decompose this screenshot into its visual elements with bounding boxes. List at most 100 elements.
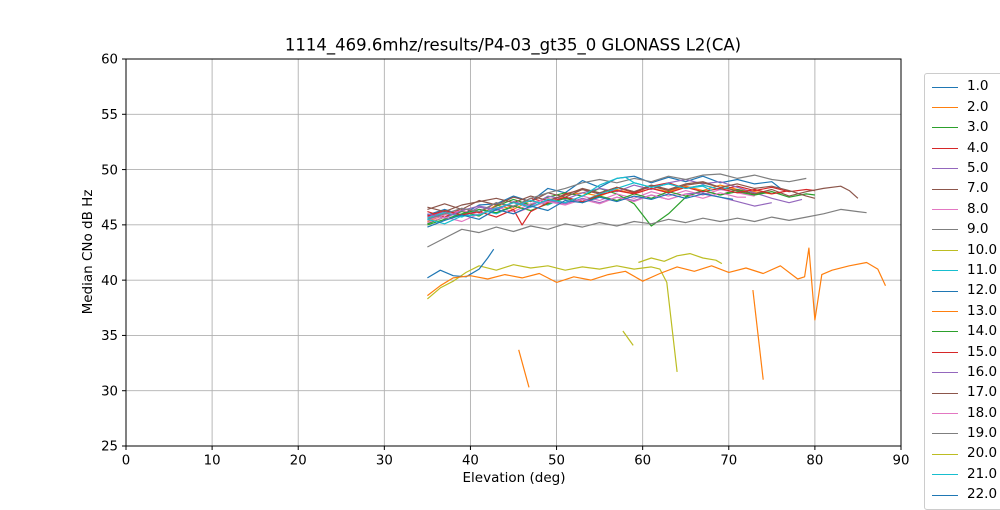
legend-label: 13.0 — [967, 302, 998, 319]
series-line-7.0 — [427, 181, 859, 210]
legend-label: 18.0 — [967, 404, 998, 421]
y-tick-label: 60 — [101, 53, 118, 68]
legend-line-sample — [932, 412, 958, 414]
legend-item-19.0: 19.0 — [932, 424, 1000, 444]
legend-item-21.0: 21.0 — [932, 464, 1000, 484]
legend-label: 20.0 — [967, 445, 998, 462]
legend-label: 16.0 — [967, 363, 998, 380]
legend: 1.0 2.0 3.0 4.0 5.0 7.0 8.0 9.0 10.0 11.0 12.0 13.0… — [924, 73, 1000, 510]
legend-label: 2.0 — [967, 98, 989, 115]
y-tick-label: 50 — [101, 163, 118, 178]
chart-title: 1114_469.6mhz/results/P4-03_gt35_0 GLONA… — [284, 35, 742, 55]
legend-item-15.0: 15.0 — [932, 342, 1000, 362]
legend-item-3.0: 3.0 — [932, 118, 1000, 138]
axes-spines — [125, 58, 902, 447]
y-axis-label: Median CNo dB Hz — [80, 189, 96, 315]
legend-item-1.0: 1.0 — [932, 77, 1000, 97]
series-line-19.0 — [427, 173, 807, 220]
legend-label: 12.0 — [967, 282, 998, 299]
legend-item-4.0: 4.0 — [932, 138, 1000, 158]
legend-line-sample — [932, 270, 958, 272]
legend-item-7.0: 7.0 — [932, 179, 1000, 199]
legend-item-16.0: 16.0 — [932, 362, 1000, 382]
x-tick-label: 80 — [806, 454, 823, 469]
x-tick-label: 30 — [376, 454, 393, 469]
legend-label: 22.0 — [967, 486, 998, 503]
y-tick-label: 45 — [101, 219, 118, 234]
legend-label: 17.0 — [967, 384, 998, 401]
legend-item-22.0: 22.0 — [932, 485, 1000, 505]
legend-line-sample — [932, 453, 958, 455]
legend-item-17.0: 17.0 — [932, 383, 1000, 403]
legend-label: 9.0 — [967, 221, 989, 238]
series-line-22.0 — [427, 193, 734, 228]
x-tick-label: 50 — [548, 454, 565, 469]
series-line-12.0 — [427, 248, 495, 279]
legend-line-sample — [932, 310, 958, 312]
legend-line-sample — [932, 290, 958, 292]
legend-label: 7.0 — [967, 180, 989, 197]
legend-line-sample — [932, 474, 958, 476]
x-tick-label: 90 — [893, 454, 910, 469]
x-tick-label: 20 — [290, 454, 307, 469]
x-tick-label: 10 — [204, 454, 221, 469]
legend-line-sample — [932, 392, 958, 394]
legend-label: 3.0 — [967, 119, 989, 136]
series-line-17.0 — [427, 182, 816, 213]
legend-label: 19.0 — [967, 425, 998, 442]
legend-item-12.0: 12.0 — [932, 281, 1000, 301]
legend-line-sample — [932, 494, 958, 496]
legend-line-sample — [932, 86, 958, 88]
legend-line-sample — [932, 331, 958, 333]
series-line-15.0 — [427, 186, 790, 226]
legend-item-13.0: 13.0 — [932, 301, 1000, 321]
series-line-2.0 — [752, 290, 764, 380]
legend-line-sample — [932, 249, 958, 251]
legend-line-sample — [932, 188, 958, 190]
y-tick-label: 40 — [101, 274, 118, 289]
legend-item-14.0: 14.0 — [932, 322, 1000, 342]
y-tick-label: 35 — [101, 329, 118, 344]
legend-label: 10.0 — [967, 241, 998, 258]
y-tick-label: 30 — [101, 384, 118, 399]
legend-line-sample — [932, 372, 958, 374]
series-line-13.0 — [427, 247, 887, 321]
legend-line-sample — [932, 433, 958, 435]
legend-line-sample — [932, 209, 958, 211]
legend-label: 8.0 — [967, 200, 989, 217]
series-line-10.0 — [427, 264, 678, 372]
legend-item-18.0: 18.0 — [932, 403, 1000, 423]
x-axis-label: Elevation (deg) — [462, 470, 566, 486]
legend-label: 4.0 — [967, 139, 989, 156]
series-line-20.0 — [622, 330, 634, 346]
x-tick-label: 60 — [634, 454, 651, 469]
x-tick-label: 40 — [462, 454, 479, 469]
legend-item-5.0: 5.0 — [932, 159, 1000, 179]
legend-item-2.0: 2.0 — [932, 97, 1000, 117]
series-line-20.0 — [638, 253, 723, 265]
y-tick-label: 55 — [101, 108, 118, 123]
legend-label: 11.0 — [967, 261, 998, 278]
legend-line-sample — [932, 127, 958, 129]
series-line-1.0 — [427, 175, 781, 216]
legend-label: 1.0 — [967, 78, 989, 95]
legend-item-20.0: 20.0 — [932, 444, 1000, 464]
series-line-2.0 — [518, 349, 530, 388]
x-tick-label: 70 — [720, 454, 737, 469]
legend-line-sample — [932, 168, 958, 170]
legend-item-10.0: 10.0 — [932, 240, 1000, 260]
legend-line-sample — [932, 351, 958, 353]
legend-item-11.0: 11.0 — [932, 261, 1000, 281]
legend-line-sample — [932, 147, 958, 149]
x-tick-label: 0 — [122, 454, 130, 469]
y-tick-label: 25 — [101, 440, 118, 455]
legend-label: 15.0 — [967, 343, 998, 360]
legend-line-sample — [932, 107, 958, 109]
legend-line-sample — [932, 229, 958, 231]
series-line-21.0 — [427, 176, 712, 225]
legend-label: 21.0 — [967, 465, 998, 482]
legend-item-8.0: 8.0 — [932, 199, 1000, 219]
legend-item-9.0: 9.0 — [932, 220, 1000, 240]
legend-label: 14.0 — [967, 323, 998, 340]
